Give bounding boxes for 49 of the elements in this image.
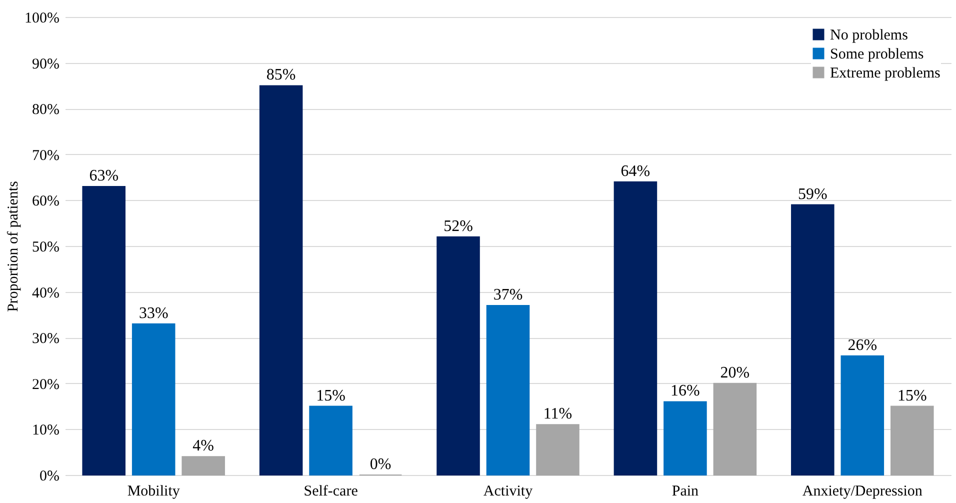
bar (791, 204, 834, 476)
legend-label: Extreme problems (830, 66, 941, 82)
data-label: 52% (444, 218, 473, 235)
data-label: 33% (138, 304, 168, 322)
legend-label: No problems (830, 28, 908, 44)
data-label: 63% (89, 167, 119, 184)
y-tick-label: 90% (32, 56, 60, 72)
bar (713, 382, 757, 476)
bar (840, 355, 884, 476)
data-label: 11% (543, 406, 572, 423)
bar (182, 456, 225, 476)
bar (536, 424, 580, 476)
bar (436, 236, 480, 476)
data-label: 20% (720, 364, 750, 382)
y-tick-label: 0% (40, 468, 60, 484)
data-label: 64% (620, 162, 650, 180)
bar (486, 305, 530, 476)
x-tick-label: Mobility (127, 484, 180, 500)
y-tick-label: 60% (32, 194, 60, 210)
data-label: 59% (798, 186, 828, 203)
y-tick-label: 70% (32, 148, 60, 164)
y-tick-label: 50% (32, 240, 60, 256)
legend-label: Some problems (830, 46, 924, 62)
data-label: 0% (370, 456, 392, 473)
y-tick-label: 20% (32, 376, 60, 393)
y-tick-label: 80% (32, 102, 60, 118)
bar (82, 186, 126, 476)
data-label: 85% (266, 66, 296, 84)
data-label: 15% (316, 387, 346, 404)
bar (259, 85, 303, 476)
data-label: 15% (897, 387, 927, 404)
bar (664, 401, 707, 476)
y-tick-label: 100% (24, 10, 60, 26)
data-label: 4% (192, 438, 214, 455)
bar (309, 406, 352, 476)
y-tick-label: 40% (32, 285, 60, 302)
data-label: 16% (670, 382, 700, 400)
x-tick-label: Activity (483, 484, 534, 500)
y-tick-label: 30% (32, 331, 60, 348)
bar (132, 323, 176, 476)
y-tick-label: 10% (32, 422, 60, 439)
bar (890, 406, 934, 476)
y-axis-title: Proportion of patients (6, 180, 22, 312)
x-tick-label: Anxiety/Depression (802, 484, 923, 500)
bar (614, 181, 658, 476)
data-label: 37% (493, 286, 523, 304)
data-label: 26% (848, 336, 878, 354)
x-tick-label: Self-care (304, 484, 358, 500)
x-tick-label: Pain (672, 484, 700, 500)
